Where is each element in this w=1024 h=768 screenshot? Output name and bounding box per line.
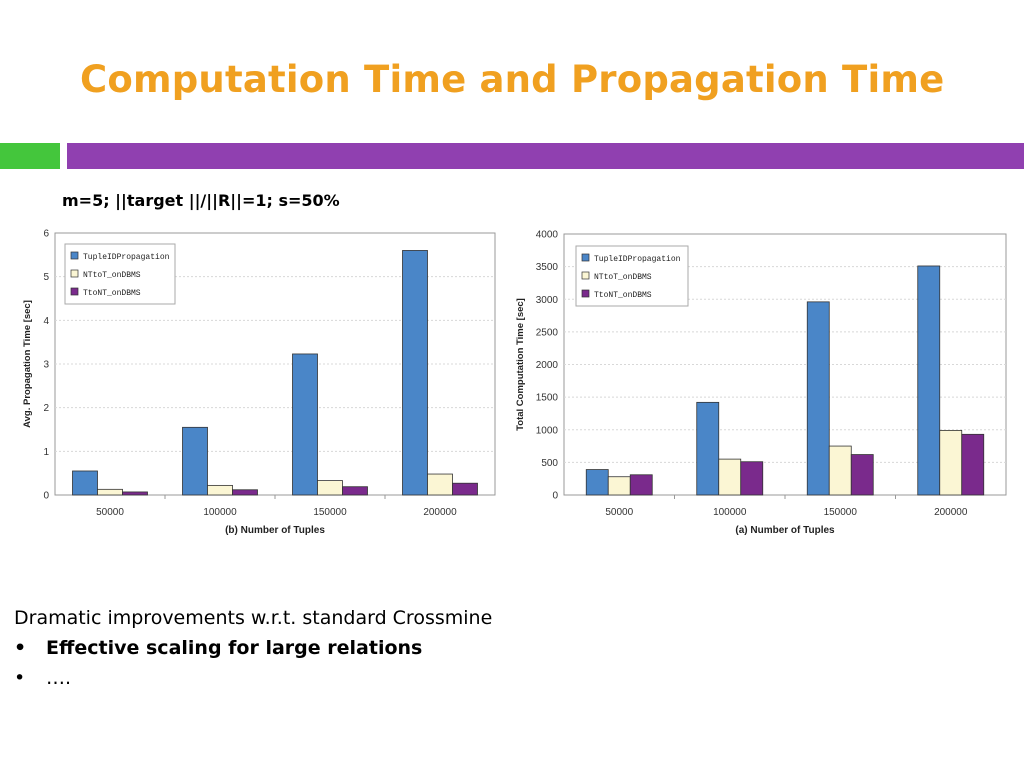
intro-text: Dramatic improvements w.r.t. standard Cr…	[14, 607, 493, 629]
legend-swatch	[581, 271, 590, 280]
bullet-text: Effective scaling for large relations	[46, 637, 423, 659]
y-tick-label: 2	[43, 403, 49, 414]
accent-bar-purple	[67, 143, 1024, 169]
x-tick-label: 100000	[713, 507, 747, 518]
y-tick-label: 1000	[536, 425, 559, 436]
legend-label: NTtoT_onDBMS	[83, 271, 141, 280]
bar	[342, 486, 368, 496]
legend-swatch	[70, 287, 79, 296]
x-tick-label: 100000	[203, 507, 237, 518]
y-tick-label: 0	[552, 491, 558, 502]
y-tick-label: 2000	[536, 360, 559, 371]
y-tick-label: 4000	[536, 230, 559, 241]
y-tick-label: 0	[43, 491, 49, 502]
bar	[917, 265, 941, 496]
bullet-item: • Effective scaling for large relations	[14, 633, 492, 663]
bar	[427, 473, 453, 496]
y-tick-label: 3	[43, 360, 49, 371]
legend-box	[64, 243, 176, 305]
bar	[828, 445, 852, 496]
legend-label: NTtoT_onDBMS	[594, 273, 652, 282]
x-tick-label: 200000	[934, 507, 968, 518]
y-tick-label: 1	[43, 447, 49, 458]
x-tick-label: 150000	[824, 507, 858, 518]
bar	[585, 469, 609, 496]
y-tick-label: 4	[43, 316, 49, 327]
y-axis-label: Avg. Propagation Time [sec]	[22, 300, 33, 428]
legend-swatch	[581, 289, 590, 298]
bar	[961, 433, 985, 496]
y-tick-label: 3500	[536, 262, 559, 273]
legend-label: TtoNT_onDBMS	[83, 289, 141, 298]
experiment-params: m=5; ||target ||/||R||=1; s=50%	[62, 191, 340, 210]
bar	[607, 476, 631, 496]
bullet-text: ….	[46, 667, 72, 689]
y-tick-label: 1500	[536, 393, 559, 404]
legend-label: TupleIDPropagation	[83, 253, 170, 262]
bar	[629, 474, 653, 496]
y-axis-label: Total Computation Time [sec]	[515, 298, 526, 431]
legend-swatch	[70, 251, 79, 260]
y-tick-label: 2500	[536, 327, 559, 338]
bar	[939, 430, 963, 496]
bar	[806, 301, 830, 496]
propagation-time-chart: 0 1 2 3 4 5 6 50000 100000 150000 200000 (b) Number…	[22, 229, 496, 536]
bullet-item: • ….	[14, 663, 492, 693]
bullet-marker: •	[14, 667, 26, 689]
x-tick-label: 200000	[423, 507, 457, 518]
slide-body: Dramatic improvements w.r.t. standard Cr…	[14, 603, 492, 693]
bar	[718, 458, 742, 496]
bar	[317, 480, 343, 496]
bar	[696, 401, 720, 496]
computation-time-chart: 0 500 1000 1500 2000 2500 3000 3500 4000 50000 100…	[515, 230, 1007, 536]
y-tick-label: 500	[541, 458, 558, 469]
legend-swatch	[581, 253, 590, 262]
bar	[97, 488, 123, 496]
bar	[740, 461, 764, 496]
accent-bar-green	[0, 143, 60, 169]
bar	[452, 482, 478, 496]
x-tick-label: 50000	[605, 507, 633, 518]
x-axis-label: (a) Number of Tuples	[735, 525, 835, 536]
bar	[182, 426, 208, 496]
x-tick-label: 150000	[313, 507, 347, 518]
bar	[207, 484, 233, 496]
x-tick-label: 50000	[96, 507, 124, 518]
legend-swatch	[70, 269, 79, 278]
bar	[232, 489, 258, 496]
slide-title: Computation Time and Propagation Time	[80, 58, 945, 101]
bar	[850, 454, 874, 496]
x-axis-label: (b) Number of Tuples	[225, 525, 325, 536]
y-tick-label: 5	[43, 272, 49, 283]
y-tick-label: 6	[43, 229, 49, 240]
legend-box	[575, 245, 689, 307]
bar	[122, 491, 148, 496]
bar	[292, 353, 318, 496]
bullet-marker: •	[14, 637, 27, 659]
y-tick-label: 3000	[536, 295, 559, 306]
bar	[402, 250, 428, 496]
bar	[72, 470, 98, 496]
legend-label: TtoNT_onDBMS	[594, 291, 652, 300]
legend-label: TupleIDPropagation	[594, 255, 681, 264]
